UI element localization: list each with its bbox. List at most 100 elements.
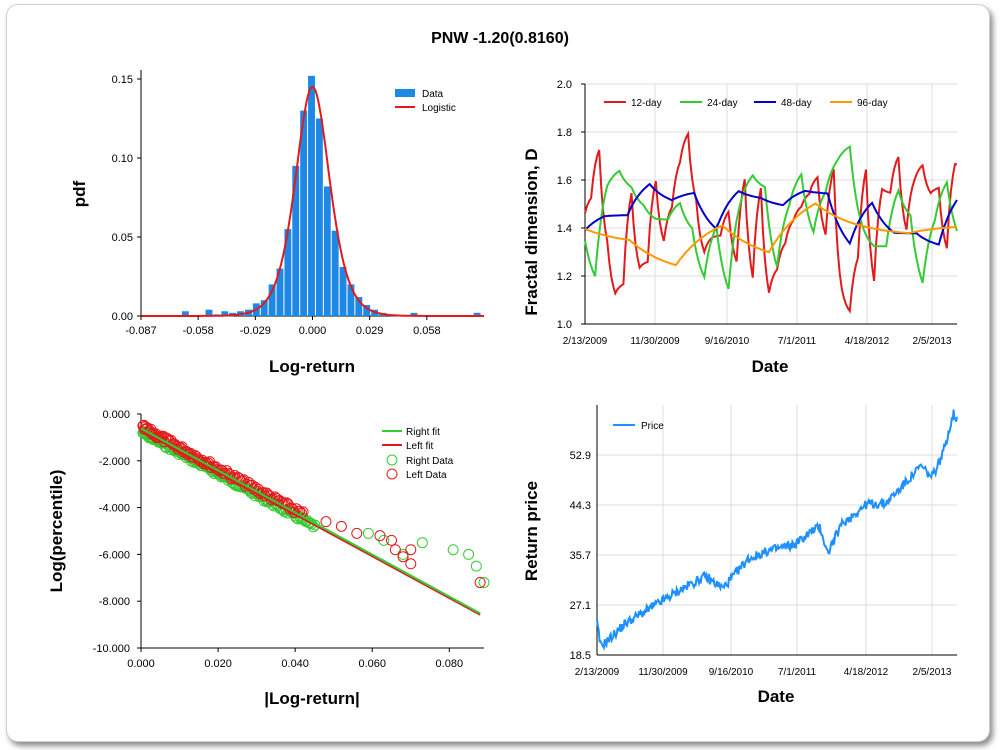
hist-bar <box>205 309 213 316</box>
price-y-tick-label: 44.3 <box>570 500 591 512</box>
fd-legend-label: 48-day <box>781 98 812 109</box>
left-data-point <box>389 544 401 556</box>
right-data-point <box>478 576 490 588</box>
right-data-point <box>416 537 428 549</box>
chart-card <box>6 4 990 742</box>
fd-y-tick-label: 1.2 <box>557 271 572 283</box>
hist-y-tick-label: 0.00 <box>112 311 133 323</box>
right-data-point <box>470 560 482 572</box>
hist-bar <box>473 312 481 316</box>
fd-x-tick-label: 2/5/2013 <box>913 336 952 347</box>
price-x-tick-label: 2/5/2013 <box>913 667 952 678</box>
tail-y-tick-label: 0.000 <box>102 409 130 421</box>
price-y-tick-label: 52.9 <box>570 450 591 462</box>
fd-x-axis-label: Date <box>752 357 789 376</box>
fd-x-tick-label: 7/1/2011 <box>778 336 817 347</box>
price-line <box>596 409 958 651</box>
tail-legend-label: Left fit <box>406 441 433 452</box>
price-x-tick-label: 9/16/2010 <box>709 667 754 678</box>
fd-y-tick-label: 1.0 <box>557 319 572 331</box>
price-y-axis-label: Return price <box>522 481 541 581</box>
hist-y-tick-label: 0.10 <box>112 153 133 165</box>
fd-legend-label: 12-day <box>631 98 662 109</box>
fd-legend-label: 24-day <box>707 98 738 109</box>
hist-x-tick-label: -0.058 <box>183 325 214 337</box>
fd-series-line <box>584 130 958 314</box>
fd-series-line <box>584 145 958 290</box>
tail-legend-swatch <box>386 468 398 480</box>
fd-series-line <box>584 182 958 246</box>
tail-x-tick-label: 0.040 <box>281 658 309 670</box>
left-data-point <box>386 534 398 546</box>
price-x-tick-label: 7/1/2011 <box>778 667 817 678</box>
legend-swatch-data <box>395 89 415 97</box>
price-y-tick-label: 27.1 <box>570 600 591 612</box>
left-data-point <box>405 558 417 570</box>
tail-legend-swatch <box>386 454 398 466</box>
left-data-point <box>351 527 363 539</box>
legend-label-data: Data <box>422 89 444 100</box>
hist-bar <box>284 229 292 316</box>
tail-x-axis-label: |Log-return| <box>264 689 359 708</box>
left-data-point <box>397 551 409 563</box>
tail-x-tick-label: 0.060 <box>358 658 386 670</box>
hist-x-tick-label: 0.000 <box>299 325 327 337</box>
hist-x-axis-label: Log-return <box>269 357 355 376</box>
hist-bar <box>363 304 371 316</box>
fd-x-tick-label: 4/18/2012 <box>845 336 890 347</box>
tail-x-tick-label: 0.000 <box>127 658 155 670</box>
fd-y-tick-label: 2.0 <box>557 79 572 91</box>
price-x-axis-label: Date <box>758 687 795 706</box>
tail-y-tick-label: -10.000 <box>93 643 130 655</box>
tail-legend-label: Right Data <box>406 456 454 467</box>
right-data-point <box>447 544 459 556</box>
left-data-point <box>335 520 347 532</box>
hist-x-tick-label: 0.058 <box>413 325 441 337</box>
tail-x-tick-label: 0.080 <box>436 658 464 670</box>
hist-bar <box>347 284 355 316</box>
hist-bar <box>292 165 300 316</box>
left-data-point <box>320 516 332 528</box>
price-legend-label: Price <box>641 421 664 432</box>
fd-x-tick-label: 11/30/2009 <box>630 336 680 347</box>
right-fit-line <box>140 427 481 615</box>
hist-bar <box>268 284 276 316</box>
tail-y-tick-label: -2.000 <box>99 456 130 468</box>
page-title: PNW -1.20(0.8160) <box>431 30 569 47</box>
left-data-point <box>474 576 486 588</box>
hist-bar <box>181 311 189 316</box>
hist-x-tick-label: -0.029 <box>240 325 271 337</box>
left-data-point <box>374 530 386 542</box>
hist-bar <box>315 118 323 316</box>
hist-x-tick-label: 0.029 <box>356 325 384 337</box>
hist-bar <box>410 312 418 316</box>
hist-bar <box>331 230 339 316</box>
hist-bar <box>260 300 268 316</box>
fd-legend-label: 96-day <box>857 98 888 109</box>
hist-bar <box>323 186 331 316</box>
hist-bar <box>221 311 229 316</box>
price-x-tick-label: 4/18/2012 <box>844 667 889 678</box>
price-y-tick-label: 35.7 <box>570 550 591 562</box>
hist-bar <box>276 268 284 316</box>
hist-y-tick-label: 0.05 <box>112 232 133 244</box>
price-y-tick-label: 18.5 <box>570 650 591 662</box>
fd-x-tick-label: 2/13/2009 <box>563 336 608 347</box>
tail-x-tick-label: 0.020 <box>204 658 232 670</box>
legend-label-logistic: Logistic <box>422 103 456 114</box>
tail-y-tick-label: -4.000 <box>99 503 130 515</box>
tail-y-tick-label: -8.000 <box>99 596 130 608</box>
tail-y-axis-label: Log(percentile) <box>47 470 66 593</box>
right-data-point <box>397 548 409 560</box>
left-fit-line <box>140 429 481 616</box>
fd-y-tick-label: 1.4 <box>557 223 572 235</box>
fd-y-tick-label: 1.8 <box>557 127 572 139</box>
right-data-point <box>463 548 475 560</box>
fd-x-tick-label: 9/16/2010 <box>705 336 750 347</box>
tail-legend-label: Right fit <box>406 427 440 438</box>
fd-y-tick-label: 1.6 <box>557 175 572 187</box>
hist-bar <box>355 297 363 316</box>
tail-y-tick-label: -6.000 <box>99 549 130 561</box>
hist-y-axis-label: pdf <box>70 180 89 207</box>
